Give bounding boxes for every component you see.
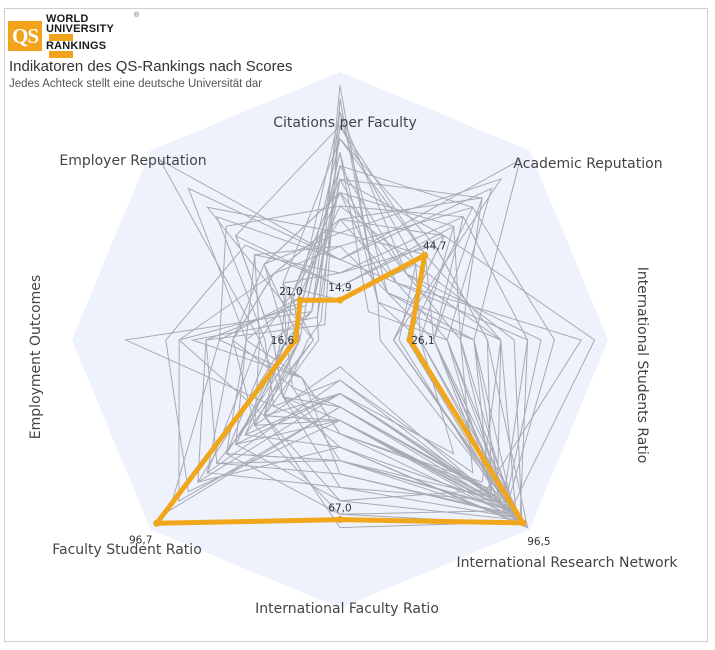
university-series-33[interactable] xyxy=(235,124,512,512)
highlighted-value-label: 16,6 xyxy=(271,335,295,347)
chart-title: Indikatoren des QS-Rankings nach Scores xyxy=(9,58,293,75)
university-series-34[interactable] xyxy=(225,197,500,500)
qs-logo-badge: QS xyxy=(8,21,42,51)
qs-logo-bar-3 xyxy=(49,51,73,58)
qs-logo-registered-mark: ® xyxy=(134,12,140,19)
qs-logo-bar-2 xyxy=(49,34,73,41)
university-series-11[interactable] xyxy=(123,164,474,474)
highlighted-point-2[interactable] xyxy=(421,251,429,259)
university-series-17[interactable] xyxy=(263,263,523,529)
highlighted-value-labels: 14,9 44,7 26,1 96,5 67,0 96,7 16,6 21,0 xyxy=(129,240,551,548)
axis-label-4: International Research Network xyxy=(457,555,679,571)
qs-logo-line1: WORLD xyxy=(46,13,89,25)
university-series-28[interactable] xyxy=(243,138,493,493)
qs-logo: QS WORLD UNIVERSITY RANKINGS ® xyxy=(8,12,139,58)
qs-logo-line3: RANKINGS xyxy=(46,41,114,58)
axis-label-7: Employment Outcomes xyxy=(28,275,44,439)
university-series-24[interactable] xyxy=(254,191,525,525)
highlighted-value-label: 21,0 xyxy=(279,286,302,298)
qs-logo-line2: UNIVERSITY xyxy=(46,24,114,41)
university-series-35[interactable] xyxy=(232,191,517,518)
qs-logo-line2-text: UNIVERSITY xyxy=(46,23,115,35)
other-universities-group xyxy=(123,85,596,529)
university-series-27[interactable] xyxy=(215,215,521,522)
highlighted-value-label: 96,5 xyxy=(527,536,550,548)
highlighted-point-7[interactable] xyxy=(292,336,300,344)
highlighted-point-4[interactable] xyxy=(519,519,527,527)
axis-label-1: Citations per Faculty xyxy=(273,115,417,131)
highlighted-point-5[interactable] xyxy=(336,516,344,524)
highlighted-value-label: 26,1 xyxy=(411,335,434,347)
axis-label-3: International Students Ratio xyxy=(634,267,650,464)
university-series-8[interactable] xyxy=(254,192,527,527)
highlighted-point-3[interactable] xyxy=(406,336,414,344)
highlighted-value-label: 96,7 xyxy=(129,534,152,546)
axis-label-6: Faculty Student Ratio xyxy=(52,542,202,558)
highlighted-point-8[interactable] xyxy=(296,296,304,304)
axis-label-8: Employer Reputation xyxy=(59,153,206,169)
chart-subtitle: Jedes Achteck stellt eine deutsche Unive… xyxy=(9,78,263,90)
highlighted-value-label: 14,9 xyxy=(328,282,351,294)
highlighted-point-6[interactable] xyxy=(153,519,161,527)
highlighted-value-label: 44,7 xyxy=(423,240,446,252)
highlighted-point-1[interactable] xyxy=(336,296,344,304)
qs-logo-text: WORLD UNIVERSITY RANKINGS xyxy=(46,14,114,58)
qs-logo-line3-text: RANKINGS xyxy=(46,40,107,52)
radar-background-octagon xyxy=(72,72,608,608)
axis-label-5: International Faculty Ratio xyxy=(255,601,439,617)
axis-label-2: Academic Reputation xyxy=(513,156,662,172)
highlighted-value-label: 67,0 xyxy=(328,503,351,515)
axis-labels: Citations per Faculty Academic Reputation… xyxy=(28,115,678,617)
